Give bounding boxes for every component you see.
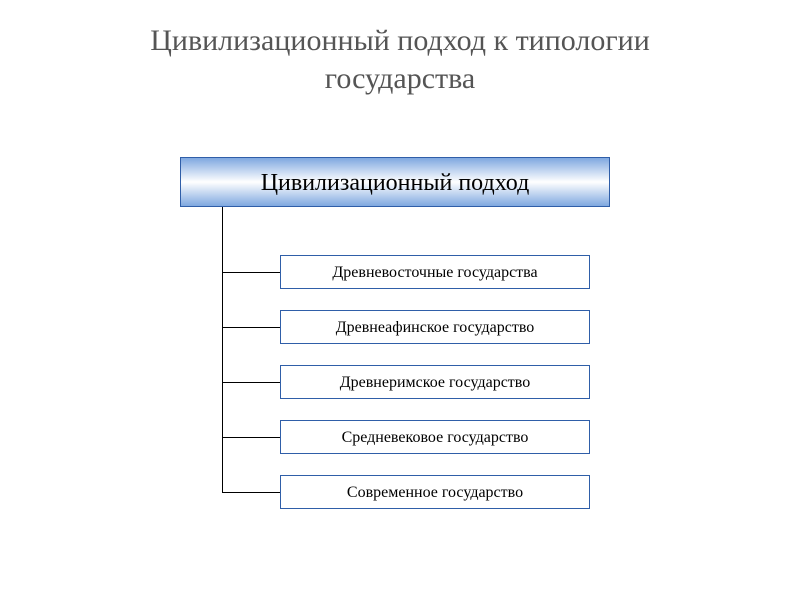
child-node: Древнеримское государство bbox=[280, 365, 590, 399]
child-node-label: Древнеримское государство bbox=[340, 374, 531, 391]
title-line-2: государства bbox=[325, 62, 475, 95]
connector-branch bbox=[222, 327, 280, 328]
slide: Цивилизационный подход к типологии госуд… bbox=[0, 0, 800, 600]
child-node-label: Древнеафинское государство bbox=[336, 319, 535, 336]
slide-title: Цивилизационный подход к типологии госуд… bbox=[0, 22, 800, 97]
child-node: Современное государство bbox=[280, 475, 590, 509]
connector-branch bbox=[222, 437, 280, 438]
child-node-label: Древневосточные государства bbox=[332, 264, 537, 281]
title-line-1: Цивилизационный подход к типологии bbox=[150, 24, 650, 57]
connector-branch bbox=[222, 272, 280, 273]
root-node-label: Цивилизационный подход bbox=[261, 170, 530, 196]
connector-branch bbox=[222, 382, 280, 383]
root-node: Цивилизационный подход bbox=[180, 157, 610, 207]
connector-branch bbox=[222, 492, 280, 493]
child-node: Древневосточные государства bbox=[280, 255, 590, 289]
child-node: Древнеафинское государство bbox=[280, 310, 590, 344]
child-node-label: Современное государство bbox=[347, 484, 523, 501]
child-node: Средневековое государство bbox=[280, 420, 590, 454]
child-node-label: Средневековое государство bbox=[342, 429, 529, 446]
connector-trunk bbox=[222, 207, 223, 492]
